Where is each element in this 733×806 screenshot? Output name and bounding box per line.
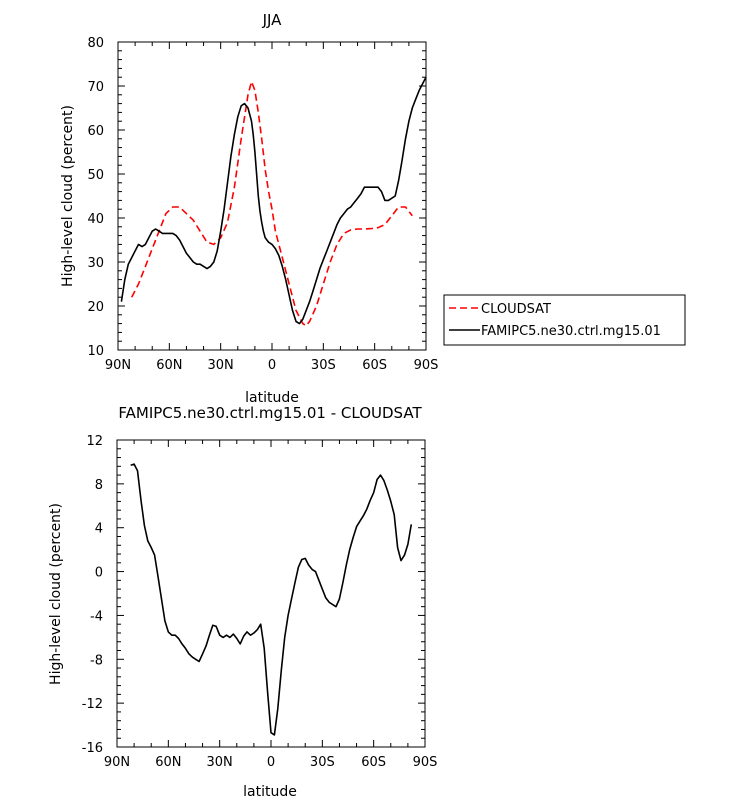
- top-panel: JJA High-level cloud (percent) latitude …: [60, 11, 438, 406]
- bottom-series-line-difference: [130, 463, 413, 736]
- top-series-line-cloudsat: [130, 80, 413, 327]
- top-y-tick-label: 60: [87, 124, 104, 139]
- legend: CLOUDSAT FAMIPC5.ne30.ctrl.mg15.01: [443, 294, 686, 346]
- top-panel-x-label: latitude: [245, 390, 299, 406]
- top-y-tick-label: 30: [87, 256, 104, 271]
- bottom-x-tick-label: 90N: [104, 755, 130, 770]
- bottom-y-tick-label: 12: [86, 434, 103, 449]
- bottom-y-tick-label: 8: [95, 478, 103, 493]
- top-y-tick-label: 80: [87, 36, 104, 51]
- top-y-tick-label: 20: [87, 300, 104, 315]
- bottom-x-tick-label: 30S: [310, 755, 335, 770]
- bottom-x-tick-label: 30N: [207, 755, 233, 770]
- bottom-panel: FAMIPC5.ne30.ctrl.mg15.01 - CLOUDSAT Hig…: [48, 404, 437, 800]
- top-y-tick-label: 40: [87, 212, 104, 227]
- legend-label-model: FAMIPC5.ne30.ctrl.mg15.01: [481, 324, 661, 339]
- bottom-panel-y-label: High-level cloud (percent): [48, 503, 64, 685]
- bottom-x-tick-label: 60S: [361, 755, 386, 770]
- top-x-tick-label: 60N: [156, 358, 182, 373]
- top-x-tick-label: 90N: [105, 358, 131, 373]
- top-x-tick-label: 30N: [208, 358, 234, 373]
- bottom-y-tick-label: -8: [90, 653, 103, 668]
- top-y-tick-label: 50: [87, 168, 104, 183]
- top-x-tick-label: 0: [268, 358, 276, 373]
- top-x-tick-label: 90S: [414, 358, 439, 373]
- top-panel-title: JJA: [262, 11, 283, 29]
- top-x-tick-label: 30S: [311, 358, 336, 373]
- bottom-panel-title: FAMIPC5.ne30.ctrl.mg15.01 - CLOUDSAT: [118, 404, 422, 422]
- top-y-tick-label: 10: [87, 344, 104, 359]
- bottom-y-tick-label: -16: [82, 741, 103, 756]
- bottom-y-tick-label: 4: [95, 522, 103, 537]
- bottom-x-tick-label: 90S: [413, 755, 438, 770]
- legend-box: [443, 294, 686, 346]
- top-x-tick-label: 60S: [362, 358, 387, 373]
- bottom-x-tick-label: 0: [267, 755, 275, 770]
- top-y-tick-label: 70: [87, 80, 104, 95]
- bottom-panel-x-label: latitude: [243, 784, 297, 800]
- top-panel-frame: [117, 41, 427, 351]
- bottom-x-tick-label: 60N: [155, 755, 181, 770]
- top-panel-y-label: High-level cloud (percent): [60, 105, 76, 287]
- bottom-y-tick-label: -4: [90, 609, 103, 624]
- bottom-panel-frame: [116, 439, 426, 748]
- top-series-line-famipc5-ne30-ctrl-mg15-01: [120, 76, 427, 325]
- bottom-y-tick-label: -12: [82, 697, 103, 712]
- bottom-y-tick-label: 0: [95, 566, 103, 581]
- legend-label-cloudsat: CLOUDSAT: [481, 302, 551, 317]
